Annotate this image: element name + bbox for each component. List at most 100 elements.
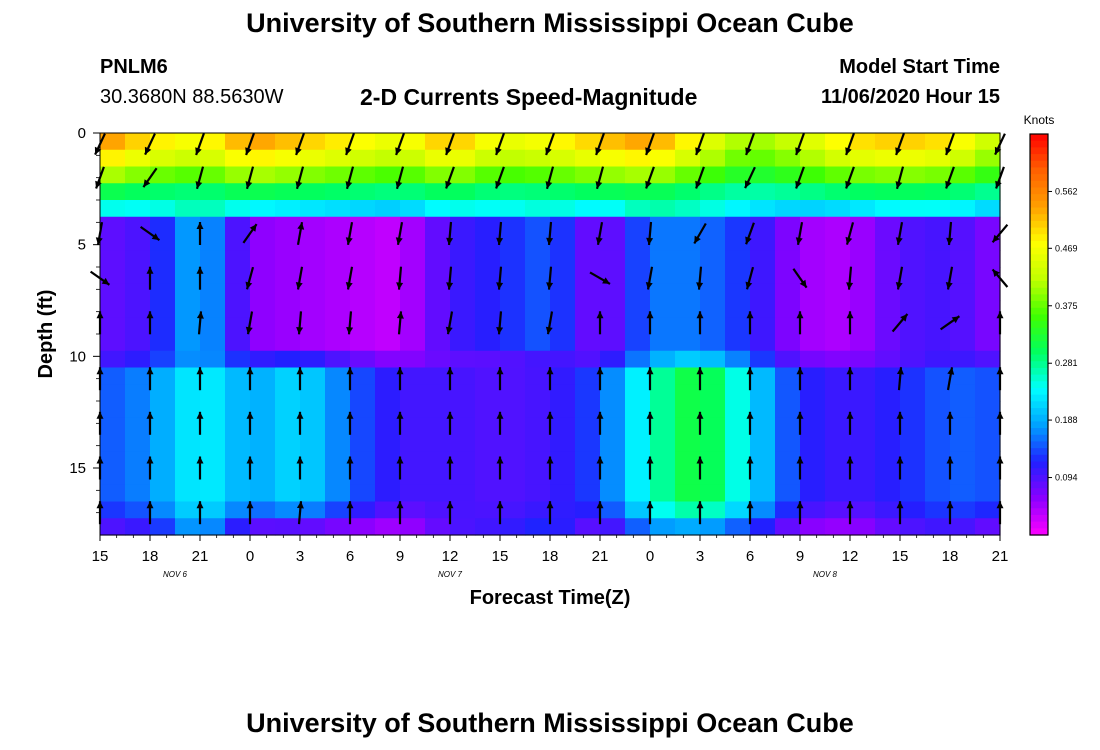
heatmap-cell [925, 233, 951, 251]
colorbar-segment [1030, 367, 1048, 376]
heatmap-cell [550, 133, 576, 151]
heatmap-cell [825, 267, 851, 285]
heatmap-cell [950, 166, 976, 184]
heatmap-cell [375, 451, 401, 469]
heatmap-cell [475, 149, 501, 168]
heatmap-cell [325, 434, 351, 452]
current-arrow [745, 266, 755, 290]
heatmap-cell [500, 283, 526, 302]
heatmap-cell [275, 283, 301, 302]
current-arrow [646, 456, 654, 480]
heatmap-cell [650, 367, 676, 385]
heatmap-cell [275, 518, 301, 536]
colorbar-segment [1030, 474, 1048, 483]
heatmap-cell [625, 350, 651, 369]
current-arrow [696, 456, 704, 480]
heatmap-cell [600, 401, 626, 419]
heatmap-cell [100, 367, 126, 385]
heatmap-cell [925, 384, 951, 402]
heatmap-cell [675, 317, 701, 335]
current-arrow [792, 268, 808, 289]
x-tick-label: 15 [892, 548, 909, 565]
heatmap-cell [525, 417, 551, 436]
heatmap-cell [750, 384, 776, 402]
heatmap-cell [550, 434, 576, 452]
heatmap-cell [800, 417, 826, 436]
heatmap-cell [400, 250, 426, 268]
heatmap-cell [750, 434, 776, 452]
heatmap-cell [750, 149, 776, 168]
heatmap-cell [850, 367, 876, 385]
heatmap-cell [500, 367, 526, 385]
heatmap-cell [975, 216, 1001, 235]
colorbar-segment [1030, 508, 1048, 516]
heatmap-cell [925, 149, 951, 168]
heatmap-cell [350, 149, 376, 168]
heatmap-cell [775, 300, 801, 318]
x-tick-label: 12 [442, 548, 459, 565]
current-arrow [245, 133, 255, 156]
heatmap-cell [500, 133, 526, 151]
heatmap-cell [125, 417, 151, 436]
heatmap-cell [475, 501, 501, 519]
heatmap-cell [125, 183, 151, 201]
heatmap-cell [825, 233, 851, 251]
colorbar-segment [1030, 394, 1048, 402]
current-arrow [146, 456, 154, 480]
heatmap-cell [300, 417, 326, 436]
heatmap-cell [425, 401, 451, 419]
heatmap-cell [125, 350, 151, 369]
x-tick-label: 3 [696, 548, 704, 565]
heatmap-cell [275, 367, 301, 385]
heatmap-cell [800, 183, 826, 201]
heatmap-cell [350, 334, 376, 352]
heatmap-cell [625, 200, 651, 218]
current-arrow [546, 501, 554, 525]
current-arrow [696, 367, 704, 391]
heatmap-cell [700, 401, 726, 419]
heatmap-cell [950, 451, 976, 469]
heatmap-cell [575, 283, 601, 302]
heatmap-cell [950, 367, 976, 385]
colorbar-segment [1030, 200, 1048, 209]
heatmap-cell [825, 518, 851, 536]
colorbar-segment [1030, 180, 1048, 189]
current-arrow [496, 266, 504, 290]
heatmap-cell [675, 468, 701, 486]
heatmap-cell [750, 216, 776, 235]
colorbar-segment [1030, 461, 1048, 469]
current-arrow [546, 266, 554, 290]
current-arrow [746, 367, 754, 391]
heatmap-cell [525, 149, 551, 168]
heatmap-cell [400, 401, 426, 419]
heatmap-cell [975, 317, 1001, 335]
heatmap-cell [625, 317, 651, 335]
heatmap-cell [325, 484, 351, 503]
current-arrow [242, 223, 258, 244]
current-arrow [895, 266, 904, 290]
current-arrow [196, 311, 204, 335]
x-tick-label: 9 [796, 548, 804, 565]
heatmap-cell [650, 434, 676, 452]
heatmap-cell [225, 384, 251, 402]
colorbar-segment [1030, 414, 1048, 422]
heatmap-cell [100, 350, 126, 369]
current-arrow [396, 411, 404, 435]
current-arrow [246, 501, 254, 525]
heatmap-cell [700, 300, 726, 318]
heatmap-cell [500, 334, 526, 352]
heatmap-cell [425, 350, 451, 369]
heatmap-cell [500, 350, 526, 369]
colorbar-segment [1030, 260, 1048, 269]
heatmap-cell [525, 250, 551, 268]
x-tick-label: 0 [246, 548, 254, 565]
heatmap-cell [125, 317, 151, 335]
heatmap-cell [550, 334, 576, 352]
heatmap-cell [975, 501, 1001, 519]
heatmap-cell [400, 367, 426, 385]
heatmap-cell [750, 417, 776, 436]
heatmap-cell [575, 334, 601, 352]
heatmap-cell [625, 434, 651, 452]
heatmap-cell [550, 417, 576, 436]
heatmap-cell [175, 434, 201, 452]
